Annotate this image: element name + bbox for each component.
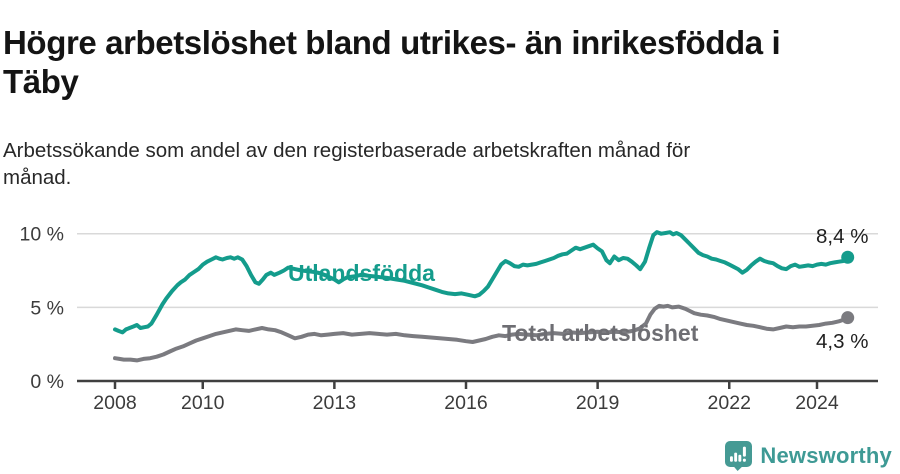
series-end-dot-0: [841, 250, 855, 264]
brand-wordmark: Newsworthy: [760, 443, 892, 468]
newsworthy-attribution: Newsworthy: [725, 441, 892, 471]
y-axis-label-10: 10 %: [20, 224, 64, 246]
series-end-dot-1: [841, 311, 855, 325]
x-axis-label-2013: 2013: [313, 392, 356, 414]
y-axis-label-0: 0 %: [30, 371, 64, 393]
chart-subtitle: Arbetssökande som andel av den registerb…: [3, 138, 691, 190]
x-axis-label-2016: 2016: [444, 392, 487, 414]
series-label-1: Total arbetslöshet: [502, 320, 699, 346]
x-axis-label-2022: 2022: [708, 392, 751, 414]
series-end-value-1: 4,3 %: [816, 330, 868, 353]
series-line-1: [113, 303, 850, 363]
page-title: Högre arbetslöshet bland utrikes- än inr…: [3, 24, 781, 101]
x-axis-label-2010: 2010: [181, 392, 225, 414]
speech-bubble-bar-chart-icon: [725, 441, 753, 471]
x-axis-label-2024: 2024: [795, 392, 839, 414]
x-axis-label-2008: 2008: [93, 392, 136, 414]
y-axis-label-5: 5 %: [30, 297, 64, 319]
series-label-0: Utlandsfödda: [288, 260, 435, 286]
series-line-0: [113, 230, 850, 335]
x-axis-label-2019: 2019: [576, 392, 619, 414]
series-end-value-0: 8,4 %: [816, 225, 868, 248]
